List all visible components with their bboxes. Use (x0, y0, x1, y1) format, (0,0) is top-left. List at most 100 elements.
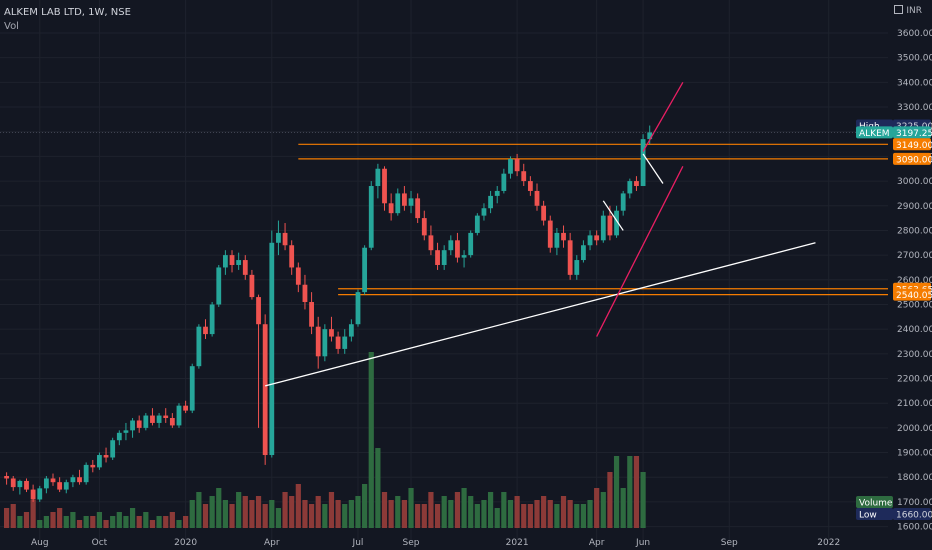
volume-bar (262, 504, 268, 528)
volume-bar (322, 504, 328, 528)
candle-body (527, 181, 533, 191)
volume-bar (468, 496, 474, 528)
candle-body (627, 181, 633, 194)
volume-bar (149, 520, 156, 528)
candle-body (408, 198, 414, 206)
volume-bar (229, 504, 235, 528)
volume-bar (222, 500, 228, 528)
volume-bar (541, 496, 547, 528)
low-tag-value: 1660.00 (896, 511, 932, 521)
candle-body (421, 218, 427, 236)
candle-body (634, 181, 639, 187)
volume-bar (302, 500, 308, 528)
volume-bar (487, 492, 494, 528)
volume-bar (169, 512, 175, 528)
candle-body (587, 235, 593, 246)
candle-body (335, 336, 341, 349)
level-tag: 3090.00 (893, 152, 932, 165)
candle-body (514, 158, 520, 172)
volume-bars (4, 352, 646, 528)
candle-body (176, 405, 182, 426)
volume-bar (90, 516, 96, 528)
volume-bar (620, 488, 626, 528)
candle-body (136, 420, 142, 428)
volume-bar (196, 492, 202, 528)
candle-body (455, 240, 460, 258)
price-axis-label: 2400.00 (897, 325, 932, 335)
volume-bar (242, 496, 248, 528)
price-axis-label: 3300.00 (897, 103, 932, 113)
low-tag-label: Low (859, 511, 877, 521)
volume-bar (580, 504, 587, 528)
candle-body (70, 477, 76, 483)
support-trendline[interactable] (265, 242, 816, 387)
volume-bar (4, 508, 10, 528)
level-tag: 2540.05 (893, 288, 932, 301)
volume-bar (328, 492, 335, 528)
candle-body (441, 250, 447, 265)
currency-label[interactable]: INR (894, 5, 922, 16)
volume-indicator-label[interactable]: Vol (4, 21, 19, 32)
currency-text: INR (906, 6, 922, 16)
level-tag-value: 3149.00 (896, 141, 932, 151)
volume-bar (269, 500, 275, 528)
volume-bar (362, 484, 368, 528)
candle-body (269, 242, 275, 456)
volume-bar (83, 516, 89, 528)
candlesticks (4, 125, 653, 502)
volume-bar (103, 520, 109, 528)
candle-body (83, 464, 89, 483)
channel-upper[interactable] (642, 82, 684, 152)
candle-body (309, 302, 314, 327)
volume-bar (408, 488, 414, 528)
price-axis[interactable]: 1600.00 1700.00 1800.00 1900.00 2000.00 2100.… (897, 29, 932, 533)
candle-body (428, 235, 434, 251)
candle-body (276, 232, 281, 243)
volume-tag-box (856, 496, 893, 508)
volume-bar (368, 352, 374, 528)
candle-body (203, 326, 208, 335)
volume-bar (633, 456, 640, 528)
volume-bar (76, 520, 83, 528)
candle-body (156, 415, 162, 423)
volume-bar (534, 500, 540, 528)
volume-bar (521, 504, 527, 528)
level-tag-value-box (893, 138, 931, 151)
volume-bar (507, 500, 514, 528)
last-price-tag-label: ALKEM (859, 129, 890, 139)
flag-line-2[interactable] (642, 153, 664, 184)
candle-body (508, 158, 513, 174)
level-tag-value-box (893, 288, 931, 301)
volume-bar (275, 508, 282, 528)
horizontal-levels[interactable] (298, 143, 888, 296)
volume-bar (342, 504, 348, 528)
volume-bar (494, 508, 500, 528)
volume-bar (295, 484, 301, 528)
candle-body (256, 297, 261, 325)
volume-bar (50, 512, 56, 528)
flag-line-1[interactable] (602, 200, 624, 231)
volume-bar (163, 516, 169, 528)
candle-body (77, 477, 82, 483)
candle-body (24, 480, 29, 490)
volume-bar (381, 492, 388, 528)
volume-bar (282, 492, 288, 528)
candle-body (315, 326, 321, 357)
volume-bar (355, 496, 361, 528)
volume-bar (289, 496, 295, 528)
candle-body (97, 455, 102, 468)
volume-bar (37, 520, 43, 528)
level-tag-value: 2540.05 (896, 291, 932, 301)
candle-body (547, 220, 553, 248)
candle-body (123, 430, 129, 433)
trendlines[interactable] (0, 82, 888, 387)
candle-body (150, 415, 155, 423)
candle-body (474, 215, 480, 233)
channel-lower[interactable] (596, 165, 684, 337)
candle-body (481, 208, 487, 216)
volume-bar (116, 512, 122, 528)
volume-bar (123, 516, 129, 528)
volume-bar (315, 496, 321, 528)
last-price-tag-value: 3197.25 (896, 129, 932, 139)
